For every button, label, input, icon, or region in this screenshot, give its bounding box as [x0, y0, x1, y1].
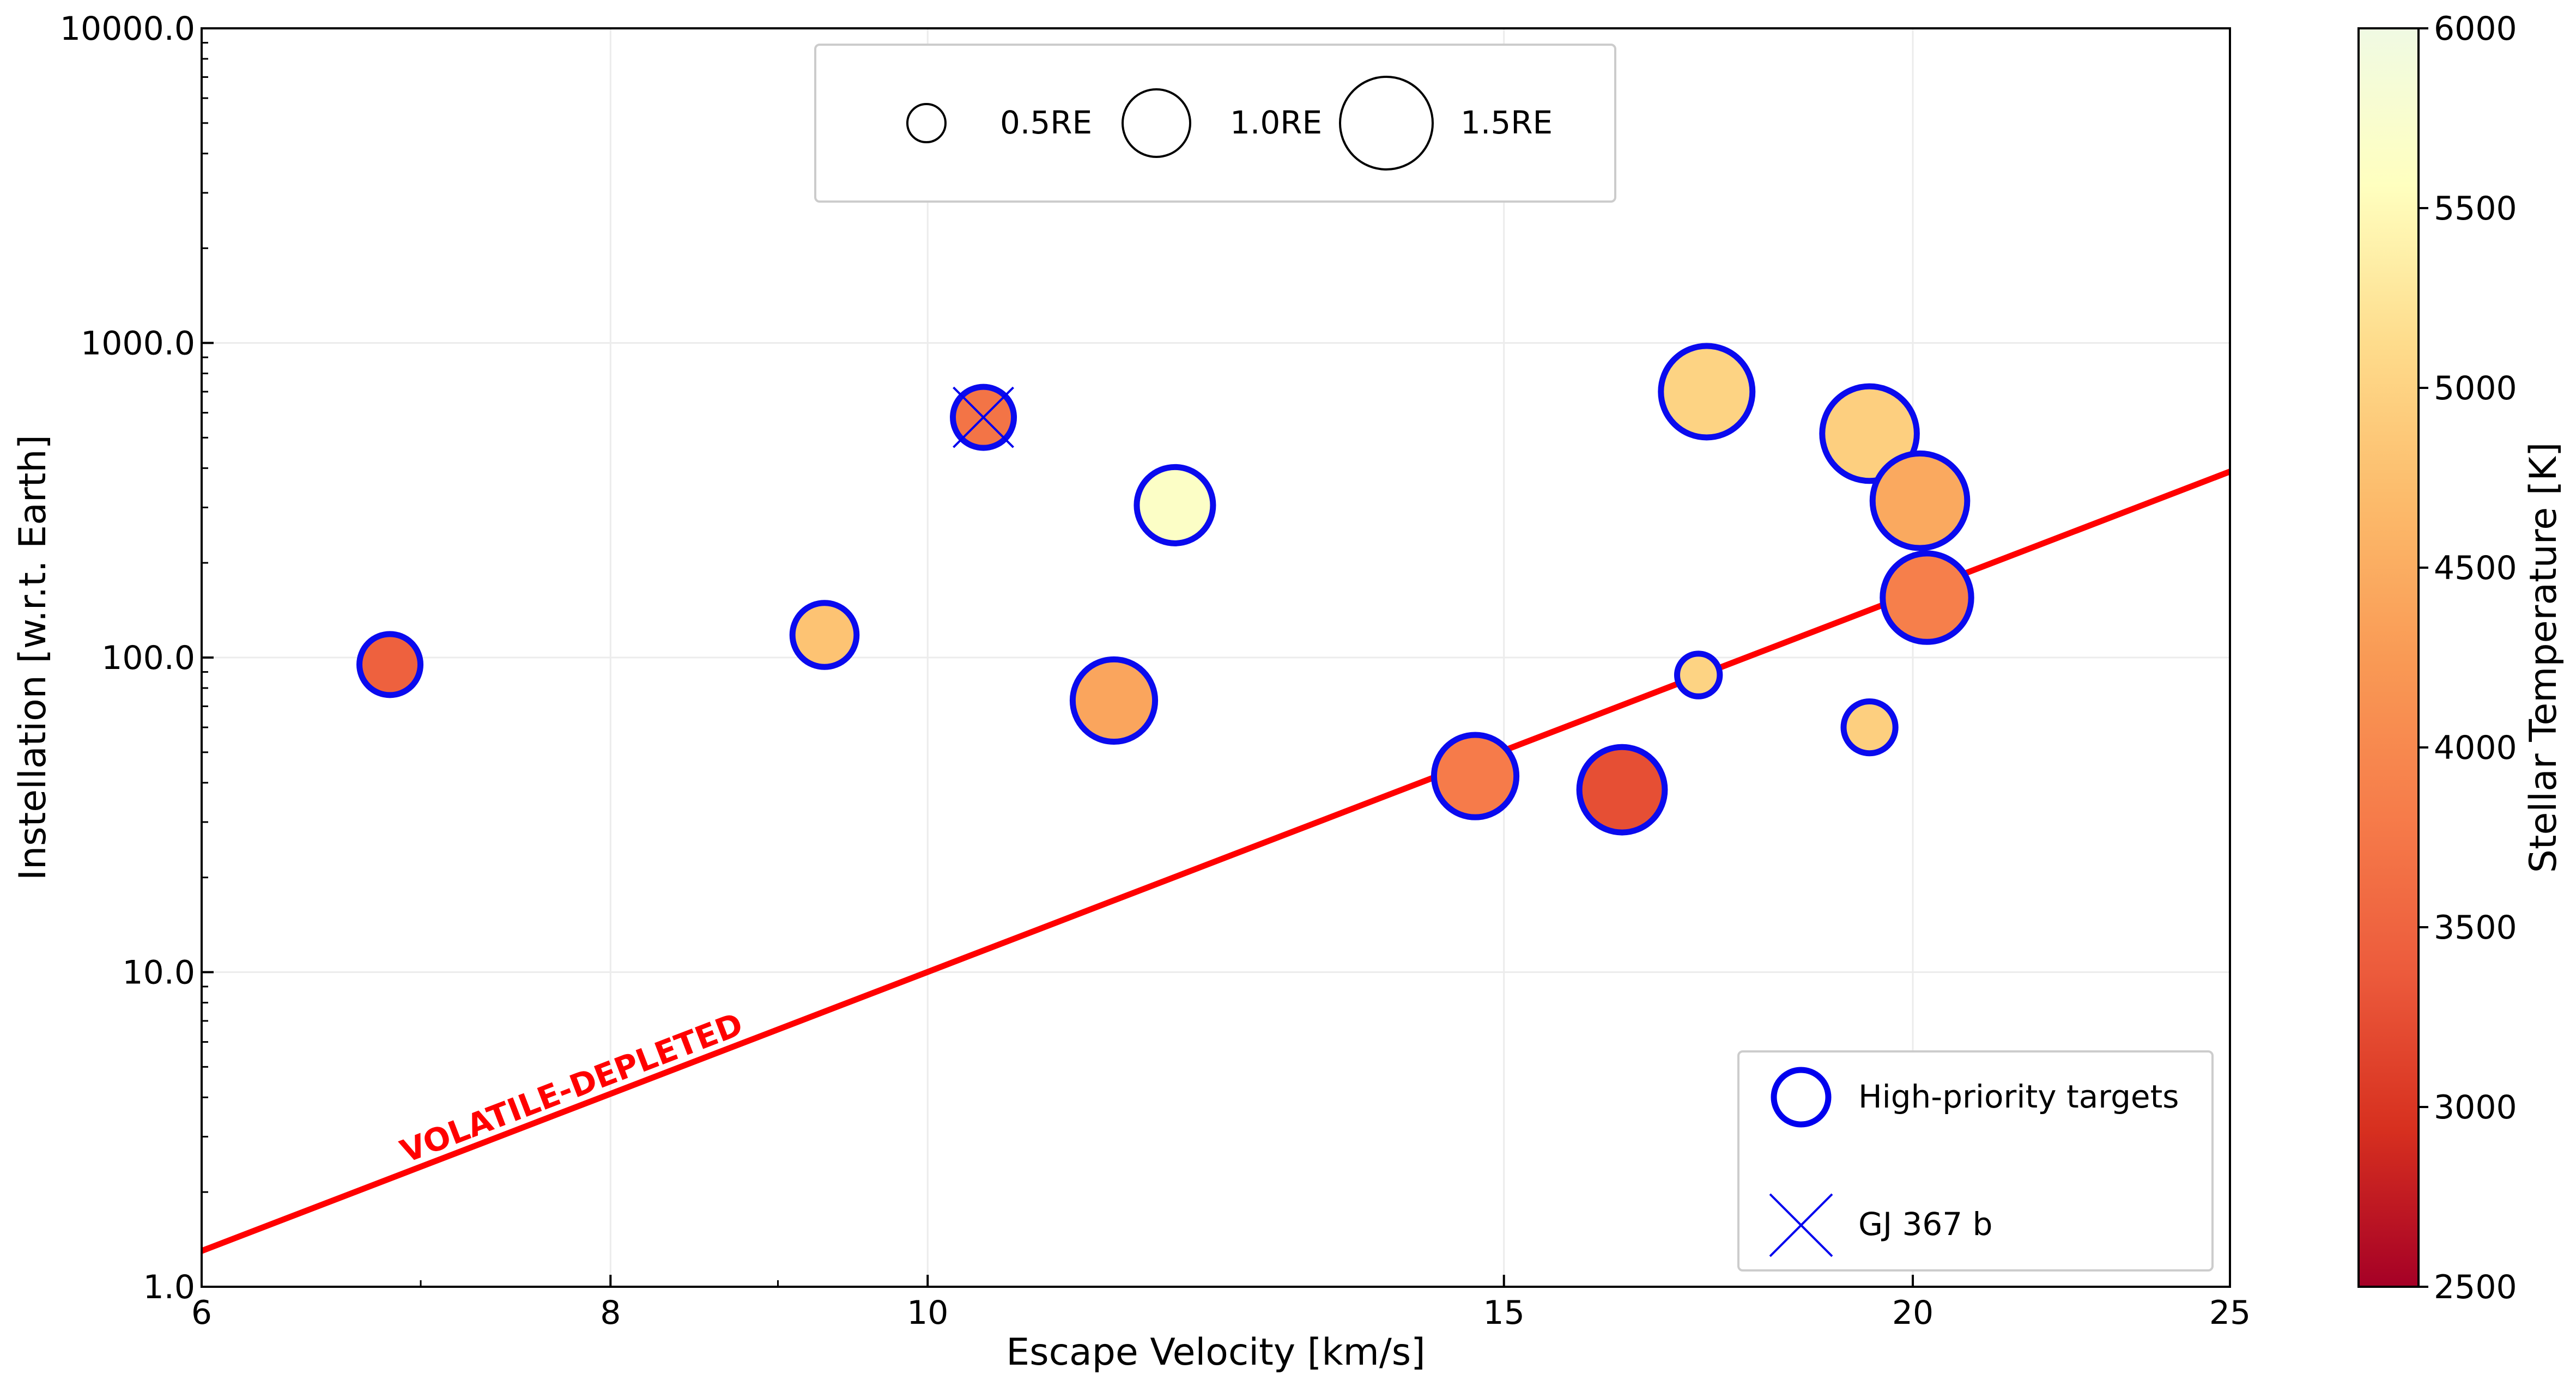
- colorbar-tick-label-4500: 4500: [2434, 549, 2517, 587]
- legend-high-priority-label: High-priority targets: [1858, 1078, 2179, 1115]
- size-legend-box: [814, 44, 1616, 203]
- size-legend-label-1-5: 1.5RE: [1460, 104, 1553, 141]
- data-point-4: [1576, 744, 1668, 836]
- colorbar-label: Stellar Temperature [K]: [2522, 442, 2565, 873]
- y-tick-label-100.0: 100.0: [101, 639, 195, 677]
- gj-367-b-cross-b: [953, 386, 1014, 448]
- size-legend-marker-0-5: [906, 103, 947, 143]
- colorbar-tick-label-2500: 2500: [2434, 1268, 2517, 1306]
- x-tick-label-20: 20: [1892, 1294, 1933, 1332]
- legend-gj-367-b-label: GJ 367 b: [1858, 1206, 1992, 1243]
- marker-legend: High-priority targets GJ 367 b: [1737, 1050, 2214, 1272]
- data-point-2: [1658, 343, 1756, 441]
- colorbar-gradient: [2357, 27, 2420, 1288]
- y-tick-label-10000.0: 10000.0: [60, 10, 195, 48]
- y-tick-label-1000.0: 1000.0: [81, 325, 195, 363]
- colorbar-tick-label-5000: 5000: [2434, 369, 2517, 407]
- x-axis-ticks: 6 8 10 15 20 25: [191, 1275, 2251, 1332]
- data-points: [356, 343, 1974, 836]
- size-legend-label-1-0: 1.0RE: [1230, 104, 1322, 141]
- data-point-9: [356, 631, 424, 698]
- x-tick-label-6: 6: [191, 1294, 212, 1332]
- colorbar-tick-label-5500: 5500: [2434, 190, 2517, 228]
- legend-high-priority-icon: [1771, 1067, 1832, 1128]
- marker-legend-box: [1737, 1050, 2214, 1272]
- colorbar-tick-label-6000: 6000: [2434, 10, 2517, 48]
- colorbar: 2500 3000 3500 4000 4500 5000 5500 6000 Stellar…: [2357, 10, 2565, 1306]
- x-tick-label-25: 25: [2209, 1294, 2251, 1332]
- colorbar-tick-label-4000: 4000: [2434, 729, 2517, 767]
- data-point-8: [789, 600, 860, 670]
- x-tick-label-15: 15: [1483, 1294, 1525, 1332]
- x-tick-label-10: 10: [907, 1294, 948, 1332]
- legend-gj-367-b-icon: [1769, 1193, 1833, 1257]
- size-legend-marker-1-5: [1339, 76, 1434, 171]
- data-point-6: [1431, 732, 1520, 820]
- y-axis-ticks: 1.0 10.0 100.0 1000.0 10000.0: [60, 10, 214, 1306]
- size-legend-marker-1-0: [1122, 88, 1191, 158]
- data-point-3: [1880, 550, 1974, 645]
- size-legend-label-0-5: 0.5RE: [1000, 104, 1092, 141]
- volatile-depleted-label: VOLATILE-DEPLETED: [396, 1006, 748, 1171]
- x-axis-label: Escape Velocity [km/s]: [1006, 1331, 1425, 1374]
- data-point-5: [1069, 656, 1159, 745]
- y-tick-label-10.0: 10.0: [122, 954, 195, 992]
- data-point-11: [1840, 698, 1899, 757]
- data-point-1: [1869, 450, 1971, 551]
- size-legend: 0.5RE 1.0RE 1.5RE: [814, 44, 1616, 203]
- data-point-12: [1674, 650, 1723, 699]
- gj-367-b-marker: [953, 386, 1014, 448]
- data-point-0: [1819, 383, 1920, 484]
- colorbar-ticks: 2500 3000 3500 4000 4500 5000 5500 6000: [2419, 10, 2517, 1306]
- colorbar-tick-label-3500: 3500: [2434, 909, 2517, 947]
- colorbar-tick-label-3000: 3000: [2434, 1088, 2517, 1127]
- x-tick-label-8: 8: [600, 1294, 621, 1332]
- y-axis-label: Instellation [w.r.t. Earth]: [11, 435, 54, 880]
- y-tick-label-1.0: 1.0: [143, 1268, 195, 1306]
- data-point-7: [1134, 464, 1216, 546]
